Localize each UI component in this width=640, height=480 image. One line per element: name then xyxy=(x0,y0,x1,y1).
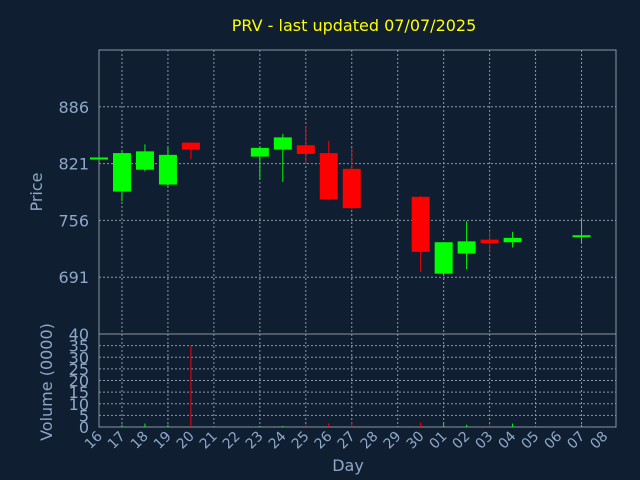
candle-body xyxy=(181,142,200,150)
price-y-ticks: 691 756 821 886 xyxy=(58,98,89,287)
candle-body xyxy=(112,153,131,192)
candle-body xyxy=(411,196,430,252)
candle-body xyxy=(90,157,108,160)
volume-axis-label: Volume (0000) xyxy=(37,323,56,441)
candle-body xyxy=(273,137,292,150)
candle-body xyxy=(250,147,269,157)
candle-body xyxy=(158,154,177,185)
candle-body xyxy=(296,145,315,154)
x-axis-ticks: 16 17 18 19 20 21 22 23 24 25 26 27 28 29 30 01 02 03 04 05… xyxy=(82,428,611,452)
volume-tick-label: 30 xyxy=(69,348,89,367)
price-panel: 691 756 821 886 Price xyxy=(27,49,617,335)
candle-body xyxy=(319,153,338,200)
volume-tick-label: 15 xyxy=(69,383,89,402)
volume-tick-label: 25 xyxy=(69,360,89,379)
volume-grid xyxy=(99,334,616,427)
volume-tick-label: 0 xyxy=(79,418,89,437)
price-axis-label: Price xyxy=(27,172,46,211)
candle-body xyxy=(480,239,499,244)
candles xyxy=(90,126,591,275)
volume-tick-label: 20 xyxy=(69,372,89,391)
candle-body xyxy=(342,168,361,209)
price-tick-label: 886 xyxy=(58,98,89,117)
candle-body xyxy=(572,235,591,238)
chart-title: PRV - last updated 07/07/2025 xyxy=(232,16,477,35)
volume-tick-label: 40 xyxy=(69,325,89,344)
candle-body xyxy=(503,237,522,243)
x-axis-label: Day xyxy=(332,456,364,475)
volume-tick-label: 35 xyxy=(69,337,89,356)
price-grid xyxy=(99,50,616,334)
price-tick-label: 821 xyxy=(58,155,89,174)
volume-tick-label: 10 xyxy=(69,395,89,414)
candle-body xyxy=(135,151,154,170)
volume-bars xyxy=(121,345,583,427)
volume-tick-label: 5 xyxy=(79,406,89,425)
price-tick-label: 756 xyxy=(58,211,89,230)
price-tick-label: 691 xyxy=(58,268,89,287)
candle-body xyxy=(457,241,476,254)
candle-body xyxy=(434,242,453,274)
